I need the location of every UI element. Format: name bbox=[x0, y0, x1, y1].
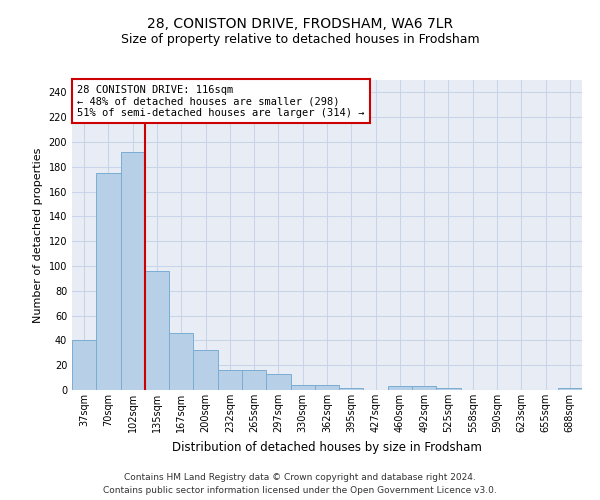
Bar bbox=[218, 370, 242, 390]
Y-axis label: Number of detached properties: Number of detached properties bbox=[33, 148, 43, 322]
Bar bbox=[193, 350, 218, 390]
Bar bbox=[242, 370, 266, 390]
X-axis label: Distribution of detached houses by size in Frodsham: Distribution of detached houses by size … bbox=[172, 440, 482, 454]
Bar bbox=[145, 271, 169, 390]
Text: 28, CONISTON DRIVE, FRODSHAM, WA6 7LR: 28, CONISTON DRIVE, FRODSHAM, WA6 7LR bbox=[147, 18, 453, 32]
Bar bbox=[121, 152, 145, 390]
Bar bbox=[290, 385, 315, 390]
Bar bbox=[315, 385, 339, 390]
Text: Contains HM Land Registry data © Crown copyright and database right 2024.
Contai: Contains HM Land Registry data © Crown c… bbox=[103, 473, 497, 495]
Text: 28 CONISTON DRIVE: 116sqm
← 48% of detached houses are smaller (298)
51% of semi: 28 CONISTON DRIVE: 116sqm ← 48% of detac… bbox=[77, 84, 365, 118]
Text: Size of property relative to detached houses in Frodsham: Size of property relative to detached ho… bbox=[121, 32, 479, 46]
Bar bbox=[339, 388, 364, 390]
Bar bbox=[558, 388, 582, 390]
Bar bbox=[72, 340, 96, 390]
Bar bbox=[96, 173, 121, 390]
Bar bbox=[436, 388, 461, 390]
Bar bbox=[412, 386, 436, 390]
Bar bbox=[388, 386, 412, 390]
Bar bbox=[266, 374, 290, 390]
Bar bbox=[169, 333, 193, 390]
